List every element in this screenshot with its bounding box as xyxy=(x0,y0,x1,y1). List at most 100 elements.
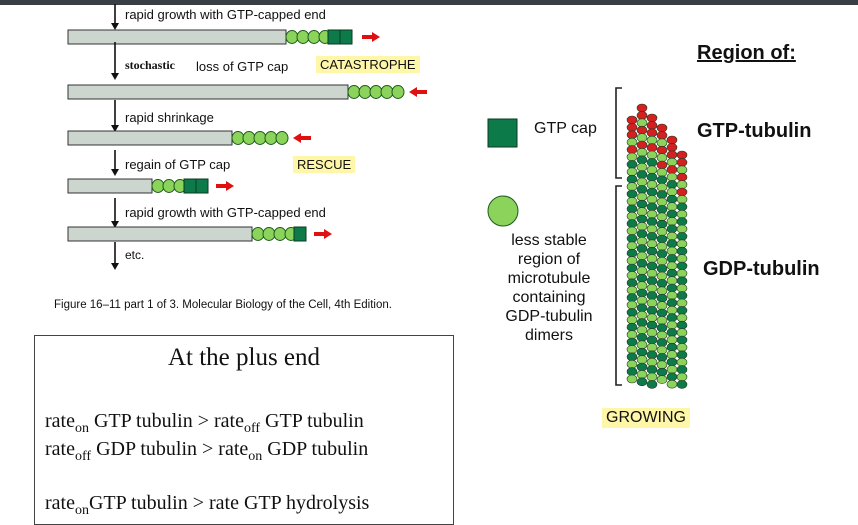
tubulin-subunit xyxy=(646,283,658,293)
tubulin-subunit xyxy=(656,145,668,155)
tubulin-subunit xyxy=(666,172,678,182)
tubulin-subunit xyxy=(656,256,668,266)
catastrophe-tag: CATASTROPHE xyxy=(316,56,420,73)
tubulin-subunit xyxy=(666,305,678,315)
less-stable-line: dimers xyxy=(524,327,573,344)
tubulin-subunit xyxy=(656,330,668,340)
tubulin-subunit xyxy=(646,128,658,138)
tubulin-subunit xyxy=(656,190,668,199)
tubulin-subunit xyxy=(636,325,648,335)
tubulin-subunit xyxy=(666,261,678,271)
tubulin-subunit xyxy=(666,342,678,352)
tubulin-subunit xyxy=(676,254,688,263)
figure-caption: Figure 16–11 part 1 of 3. Molecular Biol… xyxy=(54,299,392,311)
tubulin-subunit xyxy=(626,197,638,206)
tubulin-subunit xyxy=(656,338,668,347)
microtubule-lattice xyxy=(626,103,688,389)
gdp-tubulin-subunit xyxy=(262,227,276,241)
tubulin-subunit xyxy=(676,209,688,219)
tubulin-subunit xyxy=(666,202,678,211)
tubulin-subunit xyxy=(676,372,688,382)
tubulin-subunit xyxy=(626,234,638,243)
step-1-label: rapid growth with GTP-capped end xyxy=(125,7,326,22)
tubulin-subunit xyxy=(666,217,678,226)
tubulin-subunit xyxy=(666,379,678,389)
tubulin-subunit xyxy=(626,359,638,369)
tubulin-subunit xyxy=(636,236,648,246)
tubulin-subunit xyxy=(656,234,668,244)
tubulin-subunit xyxy=(636,333,648,342)
tubulin-subunit xyxy=(666,350,678,359)
step-4-label: regain of GTP cap xyxy=(125,157,231,172)
region-bracket xyxy=(615,87,622,179)
tubulin-subunit xyxy=(676,335,688,345)
tubulin-subunit xyxy=(646,187,658,197)
tubulin-subunit xyxy=(676,158,688,167)
tubulin-subunit xyxy=(636,222,648,231)
tubulin-subunit xyxy=(636,251,648,261)
tubulin-subunit xyxy=(656,279,668,288)
gdp-tubulin-subunit xyxy=(275,131,289,145)
tubulin-subunit xyxy=(636,266,648,276)
gdp-tubulin-subunit xyxy=(162,179,176,193)
tubulin-subunit xyxy=(646,165,658,175)
red-arrow-right xyxy=(362,32,380,42)
tubulin-subunit xyxy=(666,224,678,234)
tubulin-subunit xyxy=(656,323,668,333)
tubulin-subunit xyxy=(676,283,688,293)
tubulin-subunit xyxy=(646,224,658,234)
tubulin-subunit xyxy=(636,296,648,305)
tubulin-subunit xyxy=(646,217,658,226)
tubulin-subunit xyxy=(666,209,678,219)
microtubule-rod xyxy=(67,226,253,242)
tubulin-subunit xyxy=(656,375,668,384)
tubulin-subunit xyxy=(636,103,648,113)
tubulin-subunit xyxy=(666,276,678,285)
tubulin-subunit xyxy=(626,160,638,169)
tubulin-subunit xyxy=(626,308,638,317)
legend-shapes xyxy=(487,118,519,227)
tubulin-subunit xyxy=(646,254,658,263)
tubulin-subunit xyxy=(636,273,648,283)
tubulin-subunit xyxy=(636,318,648,327)
tubulin-subunit xyxy=(626,211,638,221)
tubulin-subunit xyxy=(646,209,658,219)
tubulin-subunit xyxy=(646,380,658,389)
microtubule-cycle-graphics xyxy=(67,4,427,270)
tubulin-subunit xyxy=(676,180,688,189)
microtubule-rod xyxy=(67,178,153,194)
gtp-cap-subunit xyxy=(339,29,353,45)
gdp-tubulin-subunit xyxy=(251,227,265,241)
tubulin-subunit xyxy=(626,248,638,258)
tubulin-subunit xyxy=(646,372,658,382)
tubulin-subunit xyxy=(676,380,688,389)
tubulin-subunit xyxy=(676,224,688,234)
down-arrow-head xyxy=(111,125,119,132)
tubulin-subunit xyxy=(666,320,678,330)
tubulin-subunit xyxy=(636,377,648,387)
tubulin-subunit xyxy=(626,145,638,154)
tubulin-subunit xyxy=(636,199,648,209)
tubulin-subunit xyxy=(646,365,658,374)
less-stable-line: less stable xyxy=(511,232,587,249)
tubulin-subunit xyxy=(626,241,638,251)
tubulin-subunit xyxy=(636,162,648,172)
tubulin-subunit xyxy=(666,246,678,256)
tubulin-subunit xyxy=(626,130,638,140)
red-arrow-right xyxy=(216,181,234,191)
tubulin-subunit xyxy=(636,362,648,372)
gdp-tubulin-subunit xyxy=(151,179,165,193)
tubulin-subunit xyxy=(656,131,668,140)
tubulin-subunit xyxy=(676,165,688,175)
gtp-cap-subunit xyxy=(195,178,209,194)
tubulin-subunit xyxy=(636,355,648,364)
tubulin-subunit xyxy=(656,360,668,370)
tubulin-subunit xyxy=(636,177,648,187)
gdp-tubulin-subunit xyxy=(231,131,245,145)
tubulin-subunit xyxy=(646,261,658,271)
rate-line-2: rateoff GDP tubulin > rateon GDP tubulin xyxy=(45,438,369,464)
tubulin-subunit xyxy=(666,231,678,241)
tubulin-subunit xyxy=(626,300,638,310)
tubulin-subunit xyxy=(646,135,658,145)
